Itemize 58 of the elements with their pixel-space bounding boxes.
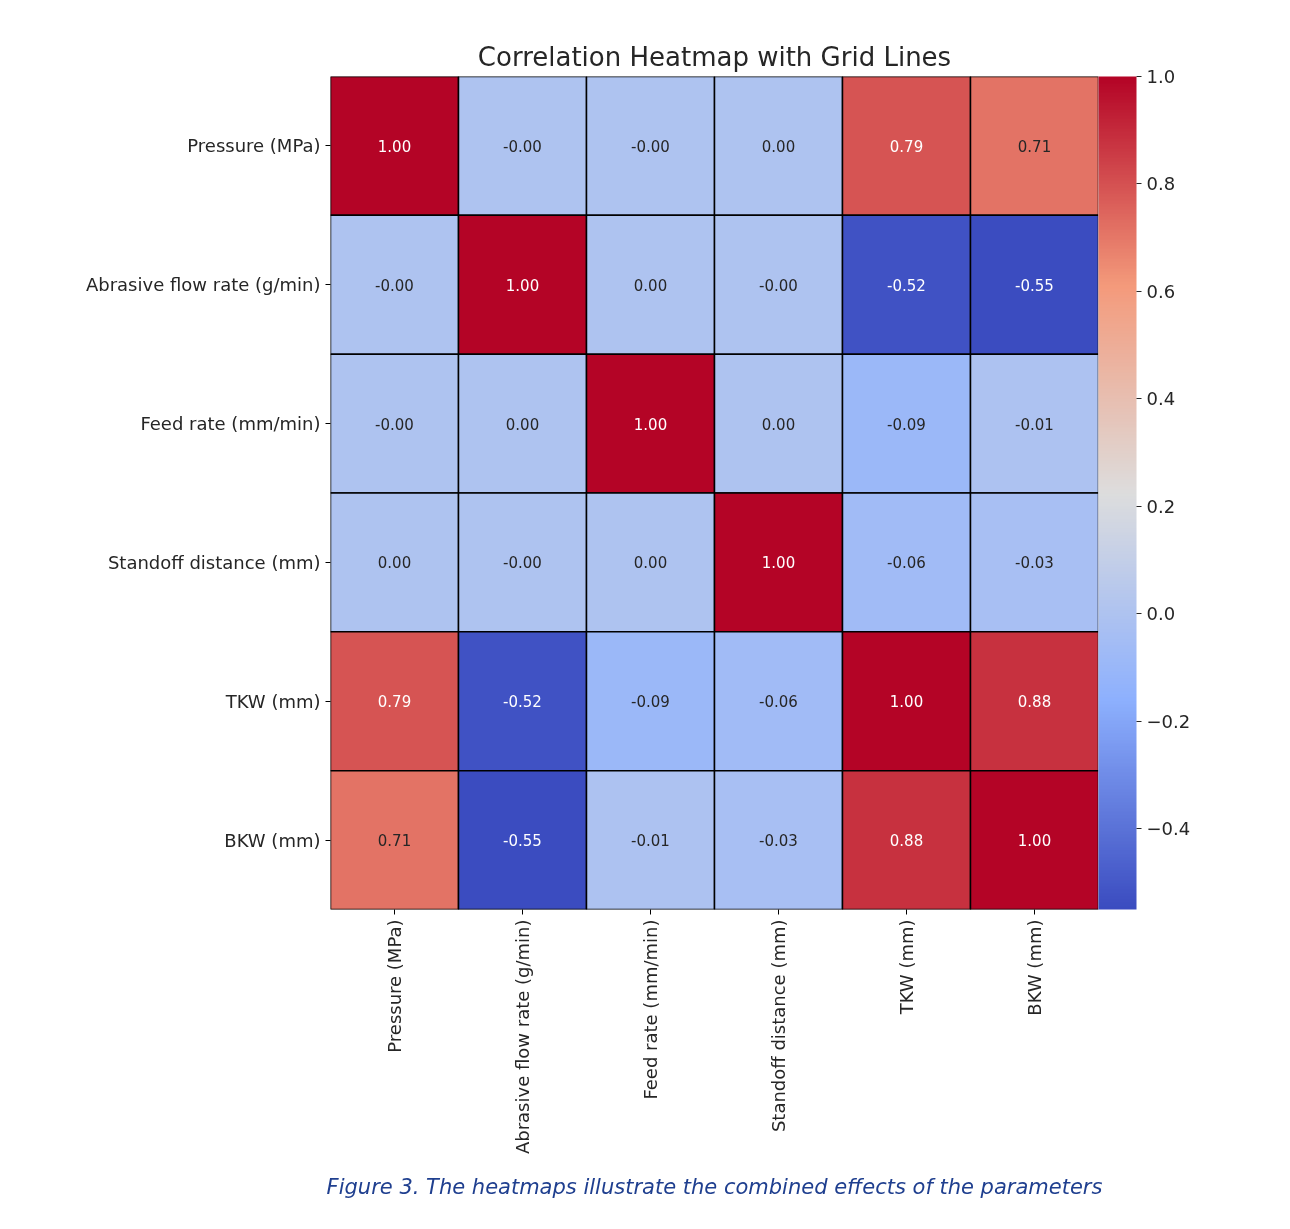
y-tick-label: TKW (mm) [224,690,321,712]
x-tick-label: TKW (mm) [896,919,917,1016]
data-label: -0.06 [887,554,926,573]
x-tick-label: BKW (mm) [1024,919,1045,1016]
color-bar-label: 0.8 [1146,173,1176,195]
color-bar-label: 0.0 [1146,603,1176,625]
data-label: 0.88 [889,832,924,851]
color-bar-label: −0.4 [1146,818,1191,840]
y-tick-label: Pressure (MPa) [187,135,321,157]
data-label: 0.79 [377,693,412,712]
data-label: 1.00 [1017,832,1052,851]
data-label: 1.00 [889,693,924,712]
x-tick-label: Pressure (MPa) [384,919,405,1053]
data-label: -0.55 [1015,276,1054,295]
data-label: -0.03 [759,832,798,851]
color-bar-label: 1.0 [1146,66,1176,87]
data-label: -0.00 [375,415,414,434]
x-tick-label: Standoff distance (mm) [768,919,789,1133]
data-label: 0.71 [1017,137,1052,156]
caption: Figure 3. The heatmaps illustrate the combined effects of the parameters [326,1174,1103,1199]
data-label: 1.00 [633,415,668,434]
data-label: 0.88 [1017,693,1052,712]
data-label: -0.01 [631,832,670,851]
y-tick-label: Standoff distance (mm) [107,551,321,573]
data-label: -0.09 [887,415,926,434]
data-label: -0.55 [503,832,542,851]
chart-title: Correlation Heatmap with Grid Lines [477,41,952,72]
data-label: 1.00 [505,276,540,295]
data-label: -0.00 [631,137,670,156]
data-label: -0.01 [1015,415,1054,434]
data-label: 0.00 [505,415,540,434]
data-label: 0.71 [377,832,412,851]
data-label: 0.00 [633,554,668,573]
data-label: -0.52 [503,693,542,712]
data-label: 1.00 [761,554,796,573]
data-label: -0.00 [375,276,414,295]
data-label: 1.00 [377,137,412,156]
data-label: -0.00 [503,137,542,156]
y-tick-label: Abrasive flow rate (g/min) [85,274,321,296]
data-label: 0.00 [377,554,412,573]
y-tick-label: BKW (mm) [224,829,321,851]
data-label: -0.00 [759,276,798,295]
x-tick-label: Abrasive flow rate (g/min) [512,919,533,1155]
data-label: 0.00 [761,137,796,156]
y-tick-label: Feed rate (mm/min) [140,413,321,435]
data-label: -0.52 [887,276,926,295]
data-label: -0.03 [1015,554,1054,573]
data-label: 0.00 [761,415,796,434]
data-label: 0.79 [889,137,924,156]
color-bar-label: −0.2 [1146,710,1191,732]
color-bar-label: 0.6 [1146,280,1176,302]
data-label: -0.06 [759,693,798,712]
color-bar-label: 0.4 [1146,388,1176,410]
color-bar-label: 0.2 [1146,495,1176,517]
data-label: -0.09 [631,693,670,712]
data-label: 0.00 [633,276,668,295]
data-label: -0.00 [503,554,542,573]
x-tick-label: Feed rate (mm/min) [640,919,661,1100]
